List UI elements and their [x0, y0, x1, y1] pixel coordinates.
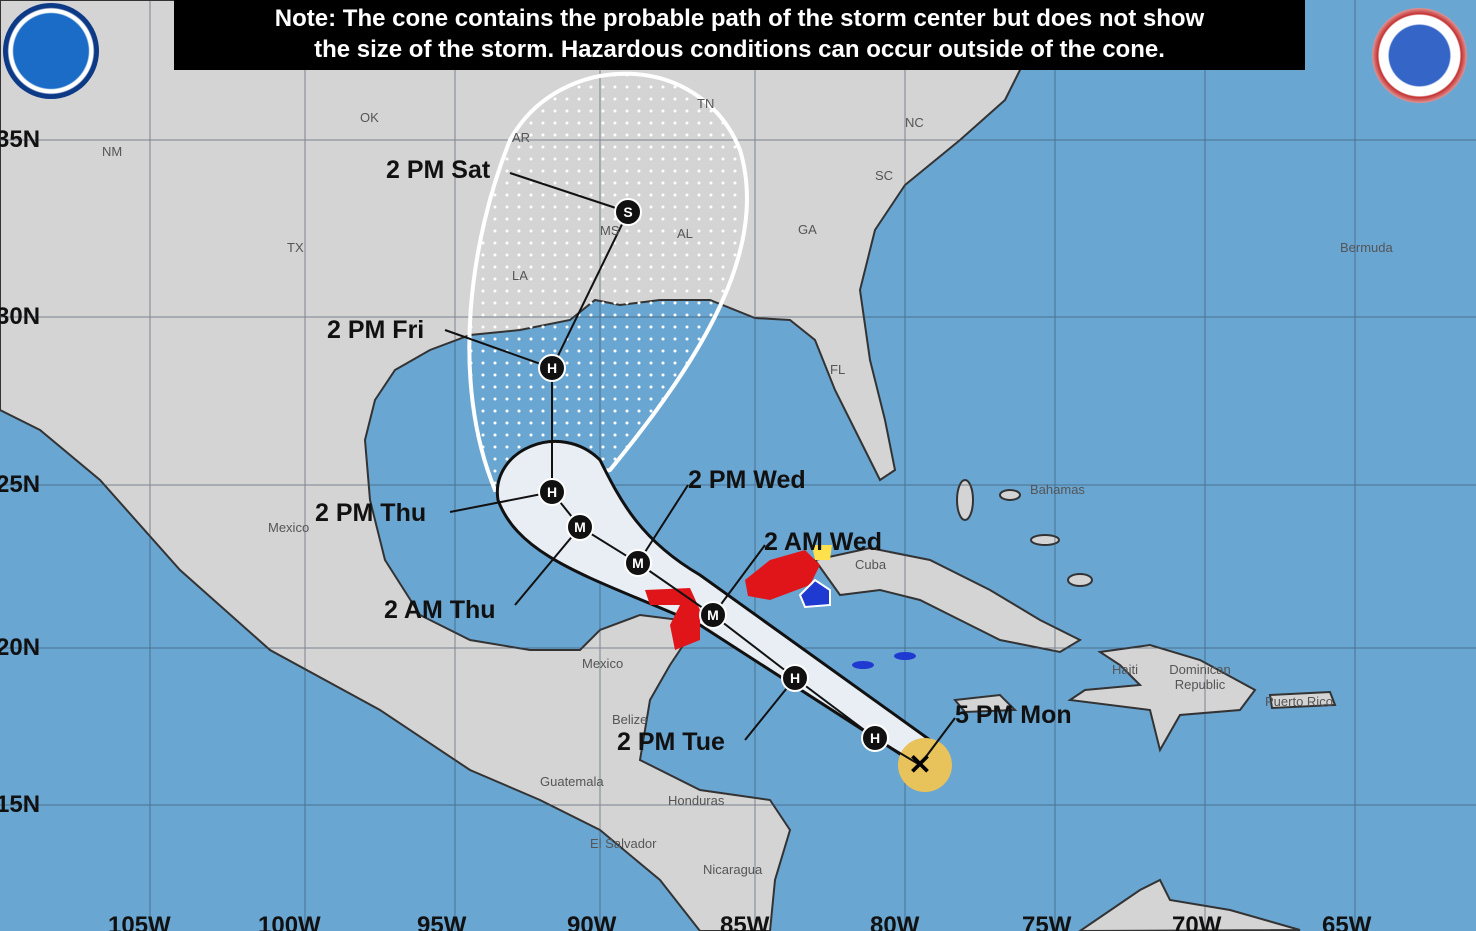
label-2am-thu: 2 AM Thu [384, 596, 496, 624]
place-mexico-yucatan: Mexico [582, 656, 624, 671]
place-cuba: Cuba [855, 557, 887, 572]
place-tn: TN [697, 96, 715, 111]
lon-label-100w: 100W [258, 912, 321, 931]
nws-logo [1372, 8, 1467, 103]
place-dominican-republic: Dominican Republic [1169, 662, 1231, 692]
forecast-point-symbol: H [547, 484, 557, 500]
land-south-america [1078, 878, 1301, 931]
label-5pm-mon: 5 PM Mon [955, 701, 1072, 729]
place-sc: SC [875, 168, 894, 183]
forecast-point-symbol: M [707, 607, 719, 623]
lon-label-105w: 105W [108, 912, 171, 931]
note-line-1: Note: The cone contains the probable pat… [274, 5, 1205, 32]
place-belize: Belize [612, 712, 648, 727]
tropical-storm-watch-cuba [812, 545, 832, 560]
noaa-logo [3, 3, 99, 99]
land-north-america [0, 0, 1042, 931]
lat-label-15n: 15N [0, 791, 41, 818]
place-nicaragua: Nicaragua [703, 862, 763, 877]
place-tx: TX [287, 240, 304, 255]
forecast-point-h [781, 664, 809, 692]
tropical-storm-warning-cayman-2 [894, 652, 916, 660]
place-guatemala: Guatemala [540, 774, 604, 789]
current-wind-field [898, 738, 952, 792]
land-jamaica [953, 693, 1018, 714]
cone-disclaimer-note: Note: The cone contains the probable pat… [174, 0, 1305, 70]
hurricane-warning-cuba [745, 550, 820, 600]
place-ms: MS [600, 223, 620, 238]
hurricane-warning-yucatan [645, 588, 700, 650]
land-hispaniola [1067, 643, 1257, 753]
land-cuba [813, 546, 1083, 654]
forecast-points: ✕ H H M M M H H S [538, 198, 932, 780]
forecast-point-symbol: M [632, 555, 644, 571]
lat-label-35n: 35N [0, 126, 41, 153]
bahamas-islands [956, 479, 1093, 587]
forecast-point-symbol: M [574, 519, 586, 535]
place-ga: GA [798, 222, 817, 237]
note-line-2: the size of the storm. Hazardous conditi… [314, 36, 1165, 63]
lon-label-95w: 95W [417, 912, 467, 931]
label-2am-wed: 2 AM Wed [764, 528, 883, 556]
label-2pm-thu: 2 PM Thu [315, 499, 427, 527]
place-bermuda: Bermuda [1340, 240, 1393, 255]
place-honduras: Honduras [668, 793, 725, 808]
forecast-point-symbol: H [870, 730, 880, 746]
forecast-point-symbol: H [790, 670, 800, 686]
place-la: LA [512, 268, 528, 283]
forecast-point-h [538, 354, 566, 382]
lat-label-20n: 20N [0, 634, 41, 661]
lon-label-75w: 75W [1022, 912, 1072, 931]
place-al: AL [677, 226, 693, 241]
lat-label-30n: 30N [0, 303, 41, 330]
forecast-point-m [624, 549, 652, 577]
place-fl: FL [830, 362, 846, 377]
forecast-point-h [861, 724, 889, 752]
place-nc: NC [905, 115, 924, 130]
place-el-salvador: El Salvador [590, 836, 657, 851]
land-puerto-rico [1268, 690, 1337, 710]
place-ar: AR [512, 130, 531, 145]
forecast-cone-days-4-5 [467, 71, 750, 493]
forecast-point-h [538, 478, 566, 506]
forecast-point-symbol: H [547, 360, 557, 376]
lon-label-80w: 80W [870, 912, 920, 931]
label-2pm-tue: 2 PM Tue [617, 728, 725, 756]
tropical-storm-warning-cayman-1 [852, 661, 874, 669]
lon-label-70w: 70W [1172, 912, 1222, 931]
place-ok: OK [360, 110, 379, 125]
lon-label-65w: 65W [1322, 912, 1372, 931]
forecast-point-m [566, 513, 594, 541]
place-puerto-rico: Puerto Rico [1265, 694, 1333, 709]
lat-label-25n: 25N [0, 471, 41, 498]
forecast-point-m [699, 601, 727, 629]
place-nm: NM [102, 144, 123, 159]
label-2pm-sat: 2 PM Sat [386, 156, 491, 184]
label-2pm-wed: 2 PM Wed [688, 466, 806, 494]
label-2pm-fri: 2 PM Fri [327, 316, 425, 344]
current-position-marker: ✕ [908, 749, 931, 780]
place-haiti: Haiti [1112, 662, 1139, 677]
lon-label-90w: 90W [567, 912, 617, 931]
place-mexico-north: Mexico [268, 520, 310, 535]
tropical-storm-warning-isle [798, 578, 831, 609]
forecast-point-symbol: S [623, 204, 632, 220]
lon-label-85w: 85W [720, 912, 770, 931]
place-bahamas: Bahamas [1030, 482, 1085, 497]
forecast-point-s [614, 198, 642, 226]
